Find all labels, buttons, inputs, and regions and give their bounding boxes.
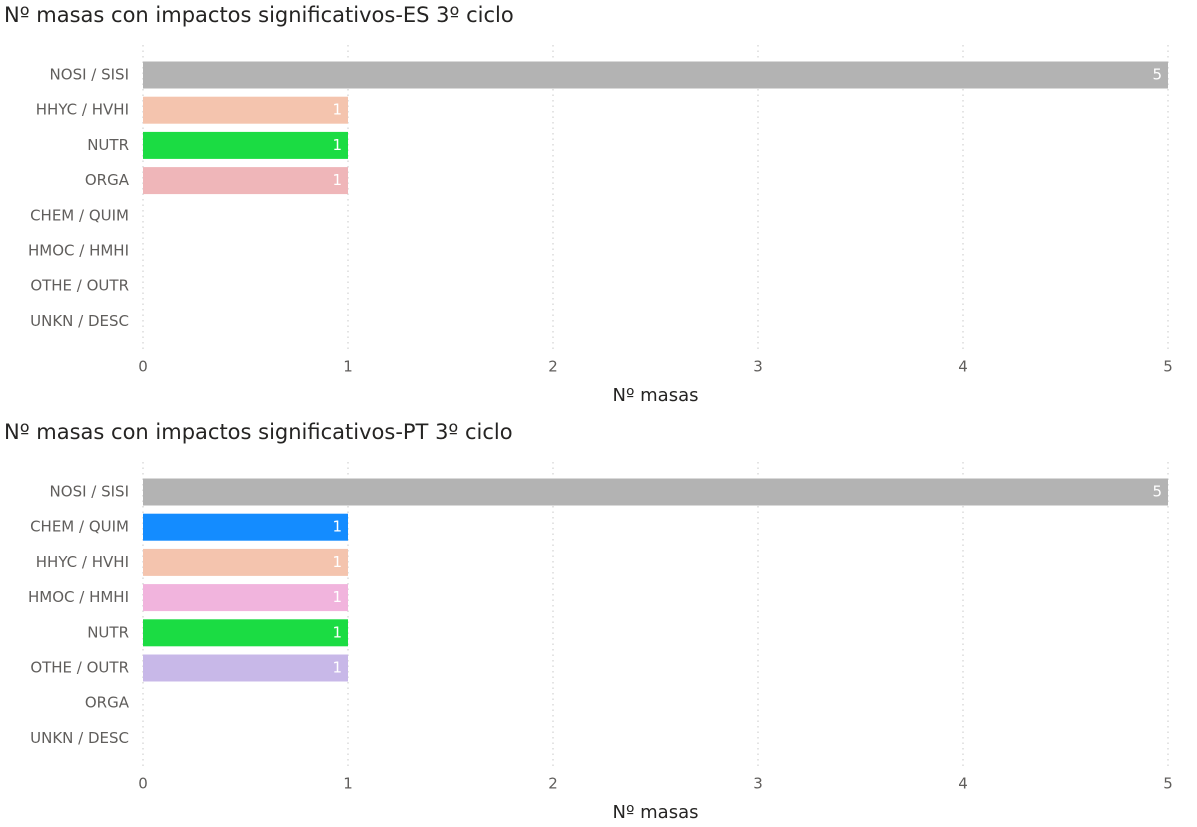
data-label: 1	[332, 136, 342, 154]
bar	[143, 131, 348, 159]
x-tick-label: 1	[343, 358, 353, 376]
data-label: 1	[332, 101, 342, 119]
data-label: 1	[332, 171, 342, 189]
x-tick-label: 4	[958, 358, 968, 376]
x-tick-label: 0	[138, 358, 148, 376]
x-tick-label: 3	[753, 775, 763, 793]
chart-title: Nº masas con impactos significativos-ES …	[4, 3, 514, 27]
x-axis-label: Nº masas	[612, 385, 698, 406]
bar	[143, 654, 348, 682]
x-axis-label: Nº masas	[612, 802, 698, 823]
x-tick-label: 2	[548, 775, 558, 793]
bar	[143, 167, 348, 195]
x-tick-label: 0	[138, 775, 148, 793]
y-tick-label: NOSI / SISI	[50, 483, 129, 501]
chart-title: Nº masas con impactos significativos-PT …	[4, 420, 513, 444]
y-tick-label: OTHE / OUTR	[30, 277, 129, 295]
data-label: 1	[332, 623, 342, 641]
bar	[143, 619, 348, 647]
bar	[143, 96, 348, 124]
y-tick-label: HMOC / HMHI	[28, 242, 129, 260]
data-label: 1	[332, 659, 342, 677]
x-tick-label: 4	[958, 775, 968, 793]
y-tick-label: CHEM / QUIM	[30, 206, 129, 224]
bar	[143, 584, 348, 612]
y-tick-label: HHYC / HVHI	[36, 553, 129, 571]
y-tick-label: HHYC / HVHI	[36, 101, 129, 119]
data-label: 1	[332, 553, 342, 571]
x-tick-label: 5	[1163, 775, 1173, 793]
y-tick-label: OTHE / OUTR	[30, 659, 129, 677]
y-tick-label: UNKN / DESC	[30, 312, 129, 330]
x-tick-label: 1	[343, 775, 353, 793]
bar	[143, 61, 1168, 89]
x-tick-label: 2	[548, 358, 558, 376]
data-label: 1	[332, 518, 342, 536]
y-tick-label: ORGA	[85, 171, 130, 189]
data-label: 1	[332, 588, 342, 606]
y-tick-label: HMOC / HMHI	[28, 588, 129, 606]
bar	[143, 548, 348, 576]
x-tick-label: 3	[753, 358, 763, 376]
y-tick-label: ORGA	[85, 694, 130, 712]
y-tick-label: UNKN / DESC	[30, 729, 129, 747]
bar	[143, 513, 348, 541]
y-tick-label: NOSI / SISI	[50, 66, 129, 84]
y-tick-label: NUTR	[87, 623, 129, 641]
y-tick-label: CHEM / QUIM	[30, 518, 129, 536]
bar	[143, 478, 1168, 506]
data-label: 5	[1152, 483, 1162, 501]
x-tick-label: 5	[1163, 358, 1173, 376]
y-tick-label: NUTR	[87, 136, 129, 154]
data-label: 5	[1152, 66, 1162, 84]
